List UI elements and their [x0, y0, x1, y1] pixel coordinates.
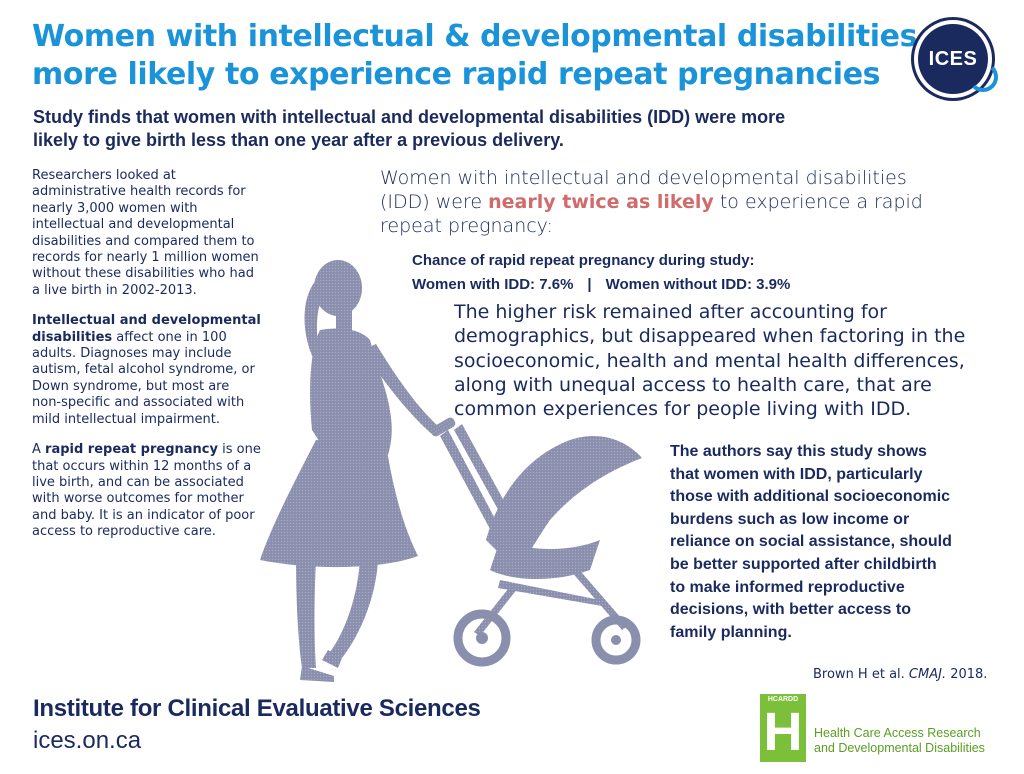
idd-definition-paragraph: Intellectual and developmental disabilit… [32, 313, 282, 428]
text-line: The authors say this study shows [670, 443, 927, 460]
hcardd-logo-mark: HCARDD H [760, 694, 806, 762]
text-line: without these disabilities who had [32, 266, 254, 282]
text-line: intellectual and developmental [32, 217, 235, 233]
hcardd-logo-letter: H [763, 702, 803, 762]
stroller-silhouette [430, 417, 642, 636]
text-fragment: affect one in 100 [112, 329, 227, 345]
text-line: autism, fetal alcohol syndrome, or [32, 362, 255, 378]
citation: Brown H et al. CMAJ. 2018. [813, 666, 993, 684]
text-line: common experiences for people living wit… [454, 398, 912, 421]
text-fragment: (IDD) were [380, 191, 489, 213]
woman-silhouette [260, 260, 440, 682]
ices-logo: ICES [912, 24, 998, 94]
text-line: Researchers looked at [32, 168, 176, 183]
ices-logo-arc [968, 62, 998, 92]
stroller-wheel-hubs [476, 632, 621, 645]
text-line: access to reproductive care. [32, 524, 216, 540]
authors-conclusion: The authors say this study shows that wo… [670, 441, 990, 644]
text-line: (IDD) were nearly twice as likely to exp… [380, 190, 980, 214]
footer-org-name: Institute for Clinical Evaluative Scienc… [33, 695, 481, 722]
text-line: family planning. [670, 623, 792, 641]
footer-url-link[interactable]: ices.on.ca [33, 727, 142, 754]
text-line: Women with intellectual and developmenta… [380, 167, 907, 189]
stat-without-idd: Women without IDD: 3.9% [605, 276, 791, 293]
text-line: disabilities and compared them to [32, 233, 255, 249]
highlight-text: nearly twice as likely [488, 191, 714, 213]
page-title: Women with intellectual & developmental … [32, 18, 918, 94]
stats-block: Chance of rapid repeat pregnancy during … [412, 249, 972, 297]
methods-paragraph: Researchers looked at administrative hea… [32, 168, 282, 299]
text-line: that women with IDD, particularly [670, 465, 923, 483]
text-line: a live birth in 2002-2013. [32, 282, 197, 298]
hcardd-logo-small-text: HCARDD [767, 696, 799, 703]
text-line: records for nearly 1 million women [32, 250, 259, 266]
stroller-wheels [453, 609, 641, 667]
text-line: those with additional socioeconomic [670, 488, 951, 506]
citation-author: Brown H et al. [813, 667, 909, 682]
text-line: and baby. It is an indicator of poor [32, 507, 255, 523]
key-finding: Women with intellectual and developmenta… [380, 166, 980, 238]
text-line: reliance on social assistance, should [670, 533, 952, 551]
title-line: more likely to experience rapid repeat p… [32, 57, 881, 92]
stat-with-idd: Women with IDD: 7.6% [412, 276, 574, 293]
citation-journal: CMAJ. [908, 667, 947, 682]
text-line: be better supported after childbirth [670, 555, 937, 573]
text-line: repeat pregnancy: [380, 215, 553, 237]
text-fragment: is one [217, 442, 261, 458]
hcardd-logo: HCARDD H Health Care Access Research and… [760, 694, 1000, 764]
left-column: Researchers looked at administrative hea… [32, 168, 282, 555]
stats-values: Women with IDD: 7.6% | Women without IDD: … [412, 273, 972, 297]
citation-year: 2018. [946, 667, 988, 682]
text-line: mild intellectual impairment. [32, 411, 220, 427]
text-line: live birth, and can be associated [32, 474, 244, 490]
text-line: nearly 3,000 women with [32, 200, 198, 216]
bold-term: rapid repeat pregnancy [45, 442, 218, 458]
subtitle-line: likely to give birth less than one year … [33, 130, 564, 150]
text-line: that occurs within 12 months of a [32, 458, 252, 474]
bold-term: Intellectual and developmental [32, 313, 261, 329]
text-line: non-specific and associated with [32, 395, 245, 411]
text-line: socioeconomic, health and mental health … [454, 349, 965, 372]
text-line: The higher risk remained after accountin… [454, 301, 887, 323]
text-line: adults. Diagnoses may include [32, 346, 232, 362]
risk-paragraph: The higher risk remained after accountin… [454, 300, 984, 421]
text-line: disabilities affect one in 100 [32, 330, 282, 346]
text-line: decisions, with better access to [670, 601, 911, 619]
woman-with-stroller-illustration [260, 260, 642, 682]
title-line: Women with intellectual & developmental … [32, 19, 918, 54]
text-fragment: A [32, 442, 46, 458]
text-fragment: to experience a rapid [713, 191, 923, 213]
bold-term: disabilities [32, 329, 113, 345]
text-line: with worse outcomes for mother [32, 491, 244, 507]
hcardd-name: Health Care Access Research and Developm… [814, 726, 994, 756]
text-line: demographics, but disappeared when facto… [454, 325, 966, 348]
ices-logo-text: ICES [928, 48, 978, 70]
stats-heading: Chance of rapid repeat pregnancy during … [412, 252, 755, 269]
stat-separator: | [587, 276, 592, 293]
hcardd-name-line: and Developmental Disabilities [814, 741, 985, 755]
subtitle: Study finds that women with intellectual… [33, 106, 893, 152]
text-line: A rapid repeat pregnancy is one [32, 442, 282, 458]
hcardd-name-line: Health Care Access Research [814, 726, 981, 740]
text-line: Down syndrome, but most are [32, 378, 230, 394]
text-line: administrative health records for [32, 184, 246, 200]
rrp-definition-paragraph: A rapid repeat pregnancy is one that occ… [32, 442, 282, 540]
subtitle-line: Study finds that women with intellectual… [33, 107, 786, 127]
text-line: to make informed reproductive [670, 578, 905, 596]
text-line: burdens such as low income or [670, 510, 910, 528]
text-line: along with unequal access to health care… [454, 373, 932, 396]
